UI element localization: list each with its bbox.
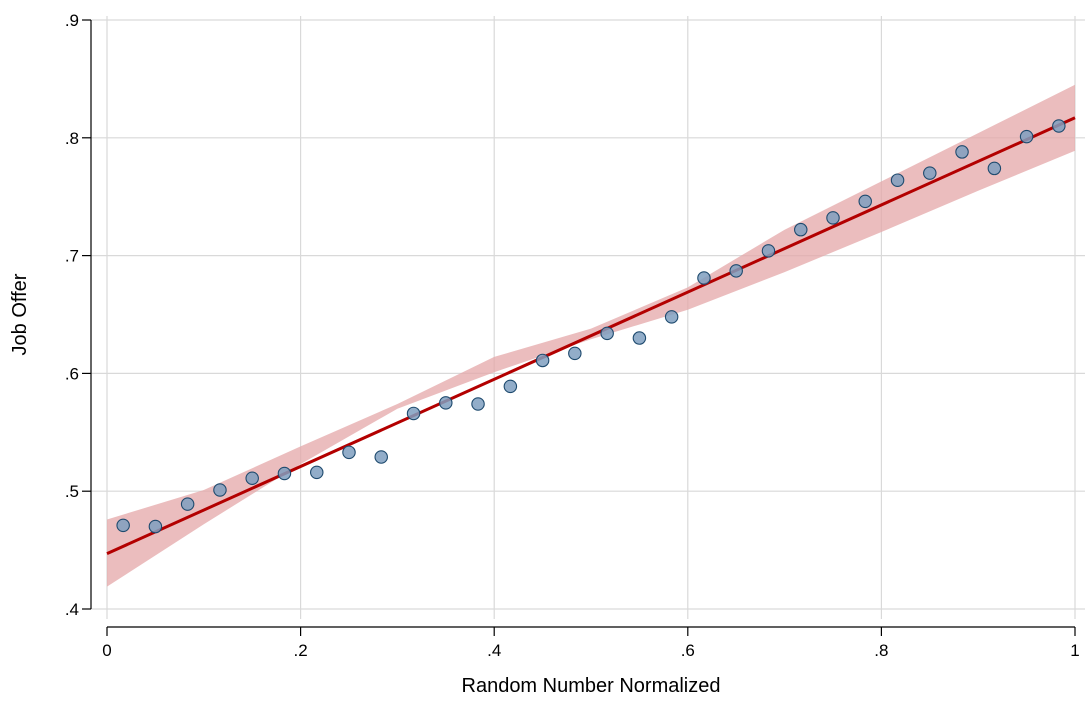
scatter-point xyxy=(180,497,195,511)
scatter-point xyxy=(310,465,324,480)
y-tick-label: .6 xyxy=(65,364,79,383)
scatter-point xyxy=(503,379,518,394)
scatter-point xyxy=(535,353,550,368)
scatter-point xyxy=(697,271,711,285)
x-axis-title: Random Number Normalized xyxy=(462,675,721,697)
scatter-point xyxy=(116,518,130,533)
scatter-point xyxy=(761,244,776,258)
scatter-point xyxy=(213,483,227,497)
y-tick-label: .9 xyxy=(65,11,79,30)
fitted-line xyxy=(106,116,1076,556)
scatter-point xyxy=(794,222,808,237)
grid-lines xyxy=(91,16,1085,619)
scatter-point xyxy=(1019,129,1034,144)
y-tick-label: .4 xyxy=(65,600,79,619)
scatter-point xyxy=(664,310,679,324)
x-tick-label: .2 xyxy=(294,641,308,660)
axes xyxy=(90,20,1075,628)
scatter-point xyxy=(858,194,872,209)
scatter-point xyxy=(148,519,163,534)
scatter-point xyxy=(342,445,356,460)
scatter-point xyxy=(406,406,421,421)
scatter-points xyxy=(116,119,1066,534)
scatter-point xyxy=(890,173,905,187)
scatter-point xyxy=(987,161,1002,176)
scatter-point xyxy=(923,166,937,180)
scatter-point xyxy=(955,145,969,159)
x-tick-label: 1 xyxy=(1070,641,1079,660)
scatter-point xyxy=(632,331,647,345)
scatter-point xyxy=(568,346,582,361)
scatter-point xyxy=(245,471,259,485)
scatter-point xyxy=(277,466,292,481)
y-axis-title: Job Offer xyxy=(9,273,31,355)
scatter-point xyxy=(1052,119,1066,133)
x-tick-label: .4 xyxy=(487,641,501,660)
y-tick-label: .7 xyxy=(65,247,79,266)
y-tick-label: .8 xyxy=(65,129,79,148)
y-tick-label: .5 xyxy=(65,482,79,501)
x-tick-label: .6 xyxy=(681,641,695,660)
scatter-point xyxy=(729,264,743,278)
scatter-point xyxy=(471,397,485,411)
x-tick-label: .8 xyxy=(874,641,888,660)
scatter-point xyxy=(374,450,388,464)
scatter-point xyxy=(439,396,453,410)
x-tick-label: 0 xyxy=(102,641,111,660)
tick-labels: .4 .5 .6 .7 .8 .9 0 .2 .4 .6 .8 1 xyxy=(65,11,1080,660)
scatter-point xyxy=(826,211,840,225)
scatter-point xyxy=(600,326,614,341)
